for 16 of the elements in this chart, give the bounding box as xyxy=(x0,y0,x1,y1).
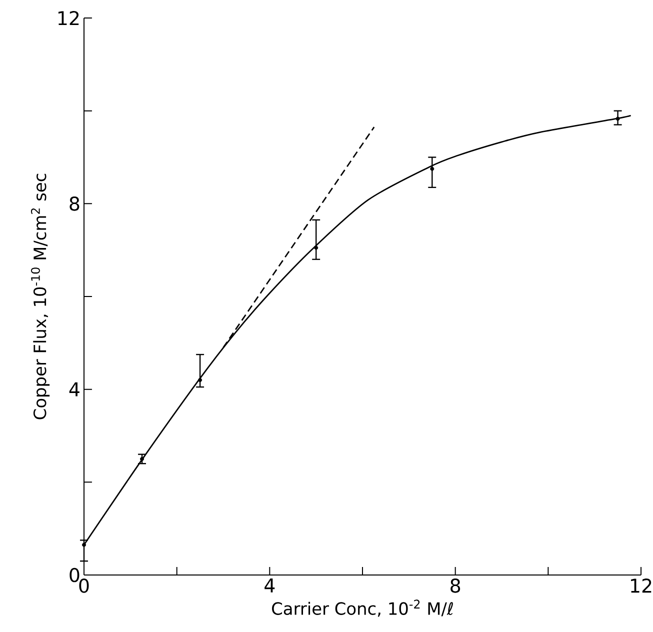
y-tick-label: 0 xyxy=(70,568,80,582)
x-axis-title: Carrier Conc, 10$^{-2}$ M/ℓ xyxy=(272,600,453,617)
point xyxy=(314,246,318,250)
x-tick-label: 8 xyxy=(450,578,460,593)
point xyxy=(198,378,202,382)
x-tick-label: 12 xyxy=(631,578,652,593)
x-tick-label: 0 xyxy=(79,578,89,593)
y-axis-title: Copper Flux, 10$^{-10}$ M/cm$^{2}$ sec xyxy=(30,174,50,420)
y-tick-label: 8 xyxy=(70,196,80,211)
point xyxy=(430,166,434,171)
point xyxy=(140,456,144,461)
point xyxy=(616,116,620,121)
point xyxy=(82,542,86,547)
y-tick-label: 4 xyxy=(69,382,80,396)
y-tick-label: 12 xyxy=(58,10,79,26)
x-tick-label: 4 xyxy=(264,578,275,592)
